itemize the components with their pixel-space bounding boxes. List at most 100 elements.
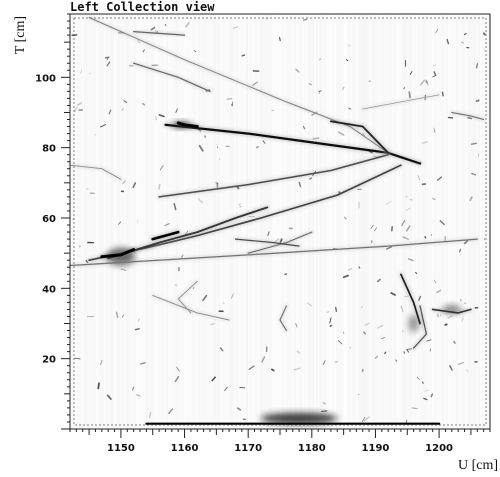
track — [176, 121, 199, 128]
noise-hit — [360, 306, 363, 308]
noise-hit — [406, 349, 410, 353]
noise-hit — [117, 221, 122, 225]
noise-hit — [344, 216, 347, 220]
noise-hit — [198, 144, 204, 152]
noise-hit — [132, 182, 137, 189]
noise-hit — [108, 109, 112, 115]
track — [413, 305, 427, 349]
noise-hit — [173, 202, 177, 211]
noise-hit — [271, 368, 275, 372]
noise-hit — [337, 340, 343, 345]
track — [164, 123, 422, 165]
noise-hit — [411, 407, 418, 410]
noise-hit — [483, 32, 486, 36]
noise-hit — [158, 114, 165, 118]
noise-hit — [433, 71, 437, 76]
inner-dashed-frame — [73, 17, 487, 426]
noise-hit — [408, 91, 411, 99]
noise-hit — [122, 314, 124, 318]
noise-hit — [202, 294, 208, 302]
noise-hit — [136, 394, 141, 397]
x-tick-label: 1170 — [234, 443, 262, 454]
noise-hit — [459, 248, 462, 253]
noise-hit — [463, 302, 467, 304]
noise-hit — [193, 50, 197, 53]
noise-hit — [390, 292, 396, 296]
noise-hit — [376, 324, 384, 329]
charge-blob — [408, 314, 419, 333]
noise-hit — [357, 393, 360, 395]
noise-hit — [463, 33, 467, 36]
noise-hit — [279, 238, 283, 244]
noise-hit — [347, 44, 352, 47]
noise-hit — [308, 83, 312, 86]
noise-hit — [469, 196, 473, 202]
noise-hit — [424, 389, 429, 392]
noise-hit — [97, 382, 100, 390]
noise-hit — [142, 102, 146, 106]
x-tick-label: 1180 — [298, 443, 326, 454]
x-tick-label: 1160 — [171, 443, 199, 454]
noise-hit — [432, 74, 437, 78]
noise-hit — [296, 350, 301, 354]
noise-hit — [363, 416, 370, 422]
noise-hit — [241, 54, 246, 57]
track — [247, 231, 313, 254]
noise-hit — [370, 224, 374, 230]
track — [151, 230, 180, 241]
noise-hit — [322, 360, 326, 366]
noise-hit — [345, 59, 349, 62]
noise-hit — [211, 376, 216, 382]
noise-hit — [374, 355, 379, 359]
noise-hit — [94, 134, 97, 136]
noise-hit — [401, 219, 406, 227]
noise-hit — [154, 115, 157, 121]
noise-hit — [347, 267, 353, 271]
noise-hit — [224, 386, 228, 392]
noise-hit — [433, 127, 436, 133]
noise-hit — [204, 135, 206, 138]
y-tick-label: 100 — [35, 73, 56, 84]
noise-hit — [149, 411, 152, 419]
noise-hit — [295, 68, 300, 73]
noise-hit — [358, 266, 361, 269]
noise-hit — [74, 106, 78, 112]
noise-hit — [416, 376, 420, 380]
detector-wire-texture — [72, 15, 490, 428]
noise-hit — [80, 69, 83, 75]
noise-hit — [341, 86, 345, 90]
noise-hit — [295, 323, 298, 328]
noise-hit — [424, 236, 427, 239]
x-axis-label: U [cm] — [458, 458, 498, 473]
track — [234, 238, 300, 247]
noise-hit — [418, 295, 422, 301]
track — [100, 248, 136, 259]
noise-hit — [312, 137, 320, 140]
noise-hit — [85, 260, 89, 263]
noise-hit — [197, 198, 204, 204]
track — [152, 294, 230, 321]
noise-hit — [432, 197, 436, 201]
noise-hit — [329, 324, 333, 327]
noise-hit — [99, 359, 103, 366]
noise-hit — [248, 215, 255, 218]
charge-blob — [260, 412, 338, 425]
x-axis: 1150 1160 1170 1180 1190 1200 — [69, 429, 491, 454]
noise-hit — [436, 289, 442, 294]
noise-hit — [302, 18, 308, 21]
noise-hit — [404, 295, 409, 297]
noise-hit — [164, 222, 171, 227]
particle-tracks — [68, 15, 486, 426]
noise-hit — [100, 124, 107, 128]
noise-hit — [374, 227, 378, 232]
noise-hit — [466, 369, 469, 372]
noise-hit — [123, 99, 128, 104]
noise-hit — [477, 100, 480, 102]
noise-hit — [318, 89, 320, 95]
noise-hit — [262, 140, 266, 144]
noise-hit — [441, 91, 444, 97]
noise-hit — [385, 200, 392, 205]
noise-hit — [306, 302, 312, 307]
noise-hit — [76, 102, 83, 106]
noise-hit — [447, 315, 453, 319]
